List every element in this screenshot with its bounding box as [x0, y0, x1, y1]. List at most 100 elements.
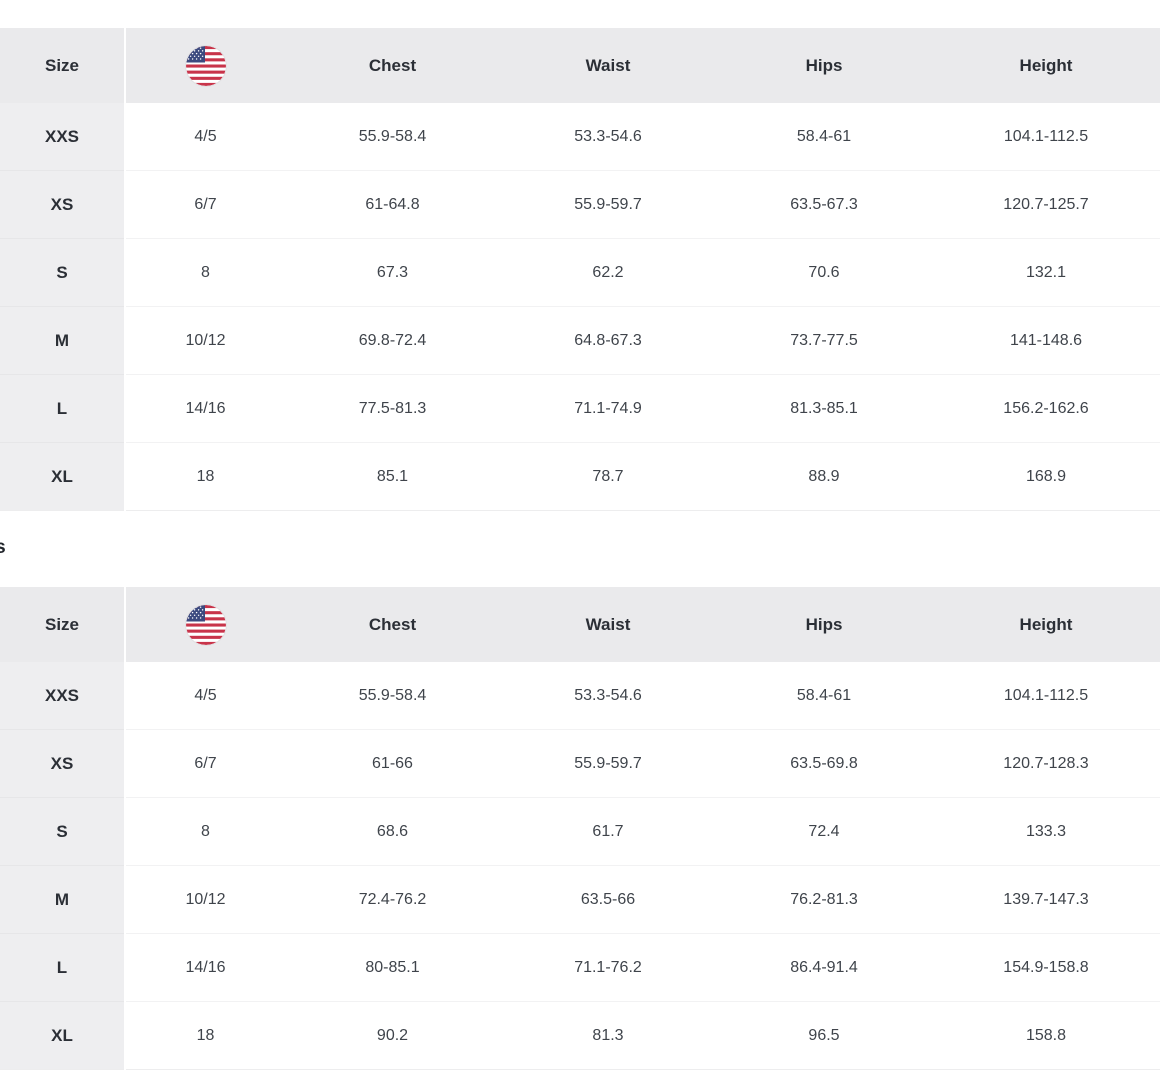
cell-waist: 53.3-54.6 [500, 662, 716, 730]
cell-us-size: 18 [125, 1001, 285, 1070]
cell-chest: 80-85.1 [285, 933, 500, 1002]
cell-height: 133.3 [932, 797, 1160, 866]
cell-waist: 71.1-76.2 [500, 933, 716, 1002]
table-1-body: XXS 4/5 55.9-58.4 53.3-54.6 58.4-61 104.… [0, 103, 1160, 511]
cell-height: 139.7-147.3 [932, 865, 1160, 934]
cell-size: XS [0, 170, 126, 239]
cell-hips: 86.4-91.4 [716, 933, 932, 1002]
cell-chest: 68.6 [285, 797, 500, 866]
cell-hips: 63.5-69.8 [716, 729, 932, 798]
cell-hips: 76.2-81.3 [716, 865, 932, 934]
cell-hips: 58.4-61 [716, 103, 932, 171]
size-chart-table-1-wrapper: Size [0, 28, 1160, 511]
table-header-row: Size [0, 28, 1160, 103]
cell-hips: 58.4-61 [716, 662, 932, 730]
cell-height: 168.9 [932, 442, 1160, 511]
cell-us-size: 6/7 [125, 170, 285, 239]
cell-height: 132.1 [932, 238, 1160, 307]
size-chart-table-2: Size [0, 587, 1160, 1070]
cell-size: XL [0, 442, 126, 511]
cell-us-size: 10/12 [125, 865, 285, 934]
cell-us-size: 6/7 [125, 729, 285, 798]
table-2-body: XXS 4/5 55.9-58.4 53.3-54.6 58.4-61 104.… [0, 662, 1160, 1070]
cell-hips: 88.9 [716, 442, 932, 511]
cell-hips: 72.4 [716, 797, 932, 866]
cell-us-size: 10/12 [125, 306, 285, 375]
size-chart-table-1: Size [0, 28, 1160, 511]
cell-hips: 73.7-77.5 [716, 306, 932, 375]
cell-waist: 55.9-59.7 [500, 729, 716, 798]
table-row: L 14/16 80-85.1 71.1-76.2 86.4-91.4 154.… [0, 933, 1160, 1002]
cell-us-size: 4/5 [125, 662, 285, 730]
cell-chest: 55.9-58.4 [285, 662, 500, 730]
cell-us-size: 8 [125, 797, 285, 866]
cell-waist: 64.8-67.3 [500, 306, 716, 375]
column-header-size: Size [0, 28, 126, 103]
column-header-hips: Hips [716, 28, 932, 103]
table-row: XS 6/7 61-66 55.9-59.7 63.5-69.8 120.7-1… [0, 729, 1160, 798]
cell-chest: 61-66 [285, 729, 500, 798]
cell-height: 158.8 [932, 1001, 1160, 1070]
cell-us-size: 14/16 [125, 933, 285, 1002]
column-header-hips: Hips [716, 587, 932, 662]
cell-size: XS [0, 729, 126, 798]
cell-chest: 55.9-58.4 [285, 103, 500, 171]
column-header-size: Size [0, 587, 126, 662]
table-row: XL 18 90.2 81.3 96.5 158.8 [0, 1001, 1160, 1070]
cell-chest: 72.4-76.2 [285, 865, 500, 934]
cell-size: XXS [0, 662, 126, 730]
cell-hips: 96.5 [716, 1001, 932, 1070]
cell-chest: 77.5-81.3 [285, 374, 500, 443]
cell-size: M [0, 865, 126, 934]
table-row: M 10/12 69.8-72.4 64.8-67.3 73.7-77.5 14… [0, 306, 1160, 375]
cell-chest: 90.2 [285, 1001, 500, 1070]
cell-us-size: 18 [125, 442, 285, 511]
cell-chest: 61-64.8 [285, 170, 500, 239]
table-1-header: Size [0, 28, 1160, 103]
us-flag-icon [185, 604, 226, 645]
cell-waist: 71.1-74.9 [500, 374, 716, 443]
cell-waist: 78.7 [500, 442, 716, 511]
column-header-waist: Waist [500, 587, 716, 662]
cell-waist: 61.7 [500, 797, 716, 866]
us-flag-icon [185, 45, 226, 86]
column-header-us-size [125, 28, 285, 103]
cell-size: L [0, 374, 126, 443]
cell-waist: 53.3-54.6 [500, 103, 716, 171]
cell-waist: 62.2 [500, 238, 716, 307]
column-header-us-size [125, 587, 285, 662]
cell-hips: 81.3-85.1 [716, 374, 932, 443]
cell-waist: 63.5-66 [500, 865, 716, 934]
cell-waist: 55.9-59.7 [500, 170, 716, 239]
table-row: XL 18 85.1 78.7 88.9 168.9 [0, 442, 1160, 511]
cell-us-size: 14/16 [125, 374, 285, 443]
cell-waist: 81.3 [500, 1001, 716, 1070]
cell-size: L [0, 933, 126, 1002]
cell-height: 141-148.6 [932, 306, 1160, 375]
cell-size: XL [0, 1001, 126, 1070]
column-header-height: Height [932, 28, 1160, 103]
table-header-row: Size [0, 587, 1160, 662]
section-heading-girls: rls [0, 537, 6, 558]
size-chart-table-2-wrapper: Size [0, 587, 1160, 1070]
cell-height: 156.2-162.6 [932, 374, 1160, 443]
cell-us-size: 8 [125, 238, 285, 307]
cell-size: S [0, 238, 126, 307]
cell-chest: 85.1 [285, 442, 500, 511]
cell-size: M [0, 306, 126, 375]
table-2-header: Size [0, 587, 1160, 662]
column-header-chest: Chest [285, 587, 500, 662]
column-header-chest: Chest [285, 28, 500, 103]
cell-height: 120.7-125.7 [932, 170, 1160, 239]
table-row: S 8 68.6 61.7 72.4 133.3 [0, 797, 1160, 866]
cell-height: 154.9-158.8 [932, 933, 1160, 1002]
cell-height: 104.1-112.5 [932, 103, 1160, 171]
cell-chest: 69.8-72.4 [285, 306, 500, 375]
table-row: M 10/12 72.4-76.2 63.5-66 76.2-81.3 139.… [0, 865, 1160, 934]
column-header-height: Height [932, 587, 1160, 662]
table-row: XXS 4/5 55.9-58.4 53.3-54.6 58.4-61 104.… [0, 103, 1160, 171]
cell-hips: 63.5-67.3 [716, 170, 932, 239]
table-row: XXS 4/5 55.9-58.4 53.3-54.6 58.4-61 104.… [0, 662, 1160, 730]
cell-height: 120.7-128.3 [932, 729, 1160, 798]
table-row: XS 6/7 61-64.8 55.9-59.7 63.5-67.3 120.7… [0, 170, 1160, 239]
